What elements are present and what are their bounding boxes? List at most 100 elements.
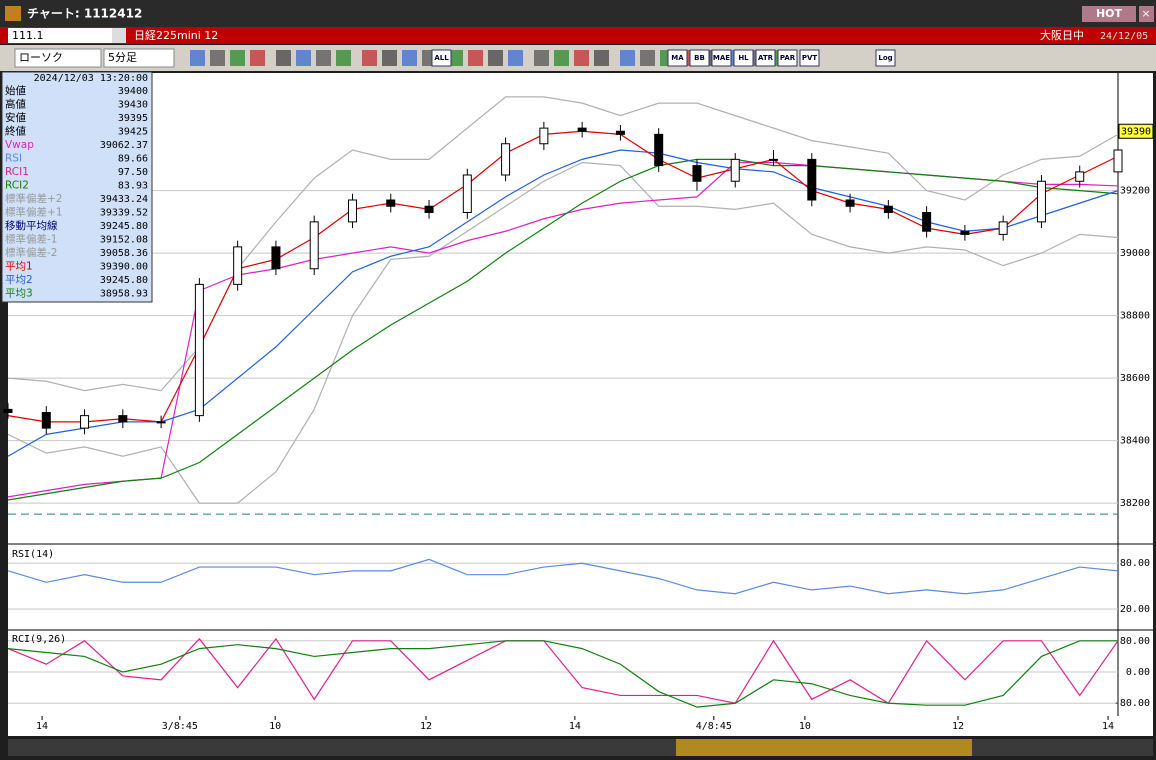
candle-body [194, 283, 204, 417]
candle-body [233, 246, 243, 285]
x-tick-label: 12 [952, 721, 964, 732]
candle-body [845, 199, 855, 207]
tool-button-label[interactable]: BB [694, 54, 705, 62]
tool-icon[interactable] [276, 50, 291, 66]
series-line [7, 96, 1119, 392]
x-tick-label: 10 [269, 721, 281, 732]
tool-button-label[interactable]: PVT [802, 54, 818, 62]
info-datetime: 2024/12/03 13:20:00 [34, 73, 148, 84]
info-label: Vwap [5, 139, 34, 151]
tool-button-label[interactable]: ATR [758, 54, 774, 62]
hot-label[interactable]: HOT [1096, 7, 1123, 20]
chart-type-select[interactable] [14, 48, 102, 68]
tool-button[interactable] [689, 49, 710, 67]
info-value: 39390.00 [100, 262, 148, 273]
info-label: 安値 [5, 111, 26, 124]
tool-icon[interactable] [190, 50, 205, 66]
tool-icon[interactable] [554, 50, 569, 66]
candle-body [960, 230, 970, 235]
tool-icon[interactable] [574, 50, 589, 66]
tool-icon[interactable] [402, 50, 417, 66]
tool-icon[interactable] [230, 50, 245, 66]
series-line [7, 637, 1119, 705]
candle-body [1036, 180, 1046, 223]
tool-icon[interactable] [594, 50, 609, 66]
x-tick-label: 14 [569, 721, 581, 732]
interval-select[interactable] [103, 48, 175, 68]
info-value: 39425 [118, 127, 148, 138]
y-tick-label: 20.00 [1120, 604, 1150, 615]
panel-title: RCI(9,26) [12, 634, 66, 645]
candle-body [386, 199, 396, 207]
tool-icon[interactable] [534, 50, 549, 66]
tool-button[interactable] [711, 49, 732, 67]
tool-button[interactable] [667, 49, 688, 67]
info-label: 標準偏差+1 [5, 206, 62, 219]
tool-icon[interactable] [620, 50, 635, 66]
tool-icon[interactable] [640, 50, 655, 66]
y-tick-label: -80.00 [1114, 698, 1150, 709]
tool-icon[interactable] [448, 50, 463, 66]
candle-body [41, 412, 51, 429]
date: 24/12/05 [1100, 31, 1148, 42]
candle-body [922, 212, 932, 232]
series-line [7, 161, 1119, 504]
info-value: 39245.80 [100, 275, 148, 286]
tool-button-label[interactable]: MA [671, 54, 684, 62]
info-value: 39430 [118, 100, 148, 111]
info-label: 平均1 [5, 261, 33, 273]
info-label: RCI2 [5, 180, 29, 192]
info-label: 移動平均線 [5, 219, 58, 232]
candle-body [1075, 171, 1085, 182]
candle-body [462, 174, 472, 213]
close-icon[interactable]: × [1141, 7, 1150, 20]
candle-body [998, 221, 1008, 235]
y-tick-label: 38800 [1120, 311, 1150, 322]
tool-button[interactable] [431, 49, 452, 67]
candle-body [692, 165, 702, 182]
code-input[interactable] [8, 28, 112, 43]
scrollbar[interactable] [8, 739, 1153, 756]
y-tick-label: 38200 [1120, 498, 1150, 509]
tool-button-label[interactable]: HL [738, 54, 749, 62]
y-tick-label: 38400 [1120, 436, 1150, 447]
x-tick-label: 3/8:45 [162, 721, 198, 732]
info-value: 39058.36 [100, 248, 148, 259]
tool-icon[interactable] [250, 50, 265, 66]
tool-icon[interactable] [508, 50, 523, 66]
candle-body [577, 127, 587, 132]
tool-icon[interactable] [362, 50, 377, 66]
tool-icon[interactable] [316, 50, 331, 66]
title-bar [0, 0, 1156, 27]
tool-button[interactable] [875, 49, 896, 67]
tool-button-label[interactable]: PAR [780, 54, 796, 62]
y-tick-label: 39200 [1120, 186, 1150, 197]
x-tick-label: 12 [420, 721, 432, 732]
hot-button[interactable] [1082, 6, 1136, 22]
tool-icon[interactable] [488, 50, 503, 66]
info-label: 高値 [5, 98, 26, 111]
tool-button-label[interactable]: MAE [713, 54, 730, 62]
code-dropdown[interactable] [112, 28, 126, 43]
tool-button[interactable] [755, 49, 776, 67]
tool-icon[interactable] [336, 50, 351, 66]
info-label: RCI1 [5, 166, 29, 178]
series-line [7, 149, 1119, 457]
tool-icon[interactable] [468, 50, 483, 66]
tool-button-label[interactable]: ALL [434, 54, 449, 62]
tool-icon[interactable] [210, 50, 225, 66]
tool-icon[interactable] [382, 50, 397, 66]
candle-body [309, 221, 319, 270]
tool-button[interactable] [733, 49, 754, 67]
candle-body [347, 199, 357, 223]
tool-button[interactable] [777, 49, 798, 67]
tool-icon[interactable] [296, 50, 311, 66]
chart-type: ローソク [19, 51, 63, 64]
y-tick-label: 80.00 [1120, 636, 1150, 647]
tool-button[interactable] [799, 49, 820, 67]
scroll-thumb[interactable] [676, 739, 972, 756]
tool-button-label[interactable]: Log [878, 54, 892, 62]
candle-body [501, 143, 511, 176]
close-button[interactable] [1139, 6, 1154, 22]
code: 111.1 [12, 29, 44, 42]
